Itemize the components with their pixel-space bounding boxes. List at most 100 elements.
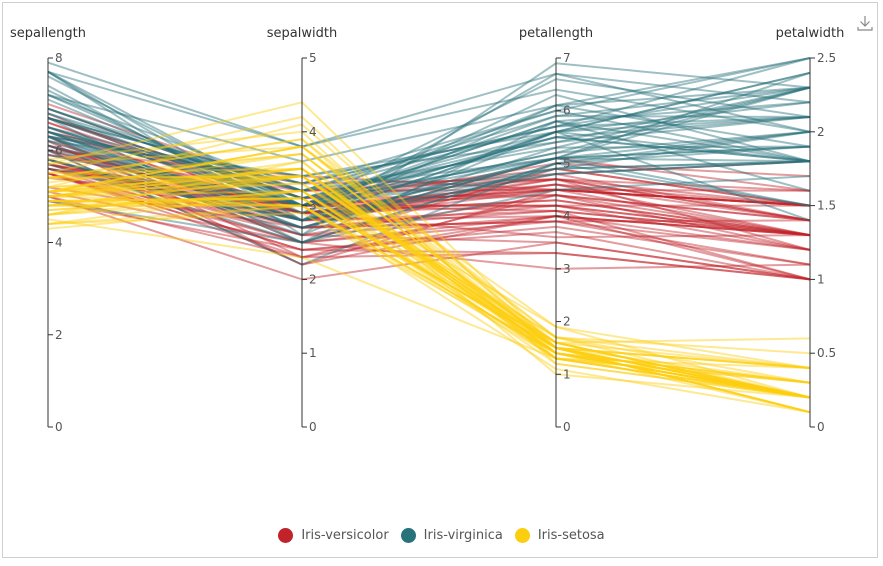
data-line[interactable] — [47, 144, 811, 222]
data-line[interactable] — [47, 70, 811, 222]
axis-petallength[interactable]: petallength 0 1 2 3 4 5 6 7 — [519, 26, 593, 434]
data-line[interactable] — [47, 145, 811, 384]
data-line[interactable] — [47, 130, 811, 215]
data-line[interactable] — [47, 175, 811, 399]
data-line[interactable] — [47, 62, 811, 237]
data-line[interactable] — [47, 107, 811, 207]
data-line[interactable] — [47, 130, 811, 200]
data-line[interactable] — [47, 123, 811, 414]
data-line[interactable] — [47, 84, 811, 222]
data-line[interactable] — [47, 145, 811, 229]
data-line[interactable] — [47, 115, 811, 399]
data-line[interactable] — [47, 126, 811, 222]
data-line[interactable] — [47, 117, 811, 222]
data-line[interactable] — [47, 218, 811, 384]
data-line[interactable] — [47, 160, 811, 399]
data-line[interactable] — [47, 189, 811, 399]
data-line[interactable] — [47, 61, 811, 148]
data-line[interactable] — [47, 98, 811, 207]
data-line[interactable] — [47, 195, 811, 399]
data-line[interactable] — [47, 182, 811, 399]
data-line[interactable] — [47, 149, 811, 192]
data-line[interactable] — [47, 135, 811, 259]
data-line[interactable] — [47, 130, 811, 207]
data-line[interactable] — [47, 167, 811, 266]
data-line[interactable] — [47, 103, 811, 222]
data-line[interactable] — [47, 195, 811, 281]
data-line[interactable] — [47, 138, 811, 369]
data-line[interactable] — [47, 138, 811, 369]
data-line[interactable] — [48, 204, 811, 414]
data-line[interactable] — [47, 145, 811, 384]
data-line[interactable] — [47, 135, 811, 244]
data-line[interactable] — [47, 101, 811, 222]
data-line[interactable] — [47, 57, 811, 185]
data-line[interactable] — [47, 135, 811, 229]
data-line[interactable] — [47, 167, 811, 384]
data-line[interactable] — [47, 172, 811, 251]
data-line[interactable] — [47, 197, 811, 399]
data-line[interactable] — [47, 197, 811, 414]
data-line[interactable] — [47, 149, 811, 229]
data-line[interactable] — [47, 89, 811, 215]
data-line[interactable] — [47, 200, 811, 399]
data-line[interactable] — [47, 204, 811, 399]
data-line[interactable] — [47, 200, 811, 281]
data-line[interactable] — [47, 130, 811, 229]
data-line[interactable] — [47, 130, 811, 222]
data-line[interactable] — [47, 75, 811, 207]
data-line[interactable] — [47, 149, 811, 207]
download-icon[interactable] — [856, 14, 874, 32]
data-line[interactable] — [47, 167, 811, 237]
data-line[interactable] — [47, 149, 811, 281]
data-line[interactable] — [47, 182, 811, 355]
data-line[interactable] — [47, 197, 811, 414]
data-line[interactable] — [47, 197, 811, 399]
data-line[interactable] — [47, 149, 811, 266]
legend-item-iris-virginica[interactable]: Iris-virginica — [400, 528, 503, 543]
data-line[interactable] — [47, 126, 811, 192]
data-line[interactable] — [47, 86, 811, 192]
data-line[interactable] — [47, 117, 811, 244]
data-line[interactable] — [47, 158, 811, 281]
data-line[interactable] — [47, 186, 811, 229]
data-line[interactable] — [47, 126, 811, 207]
data-line[interactable] — [47, 126, 811, 207]
data-line[interactable] — [47, 117, 811, 207]
data-line[interactable] — [47, 158, 811, 251]
data-line[interactable] — [47, 101, 811, 207]
data-line[interactable] — [47, 167, 811, 399]
data-line[interactable] — [47, 163, 811, 237]
data-line[interactable] — [47, 163, 811, 237]
data-line[interactable] — [47, 175, 811, 369]
data-line[interactable] — [47, 167, 811, 399]
data-line[interactable] — [47, 145, 811, 399]
data-line[interactable] — [47, 140, 811, 237]
data-line[interactable] — [47, 197, 811, 414]
data-line[interactable] — [47, 112, 811, 222]
data-line[interactable] — [47, 57, 811, 163]
data-line[interactable] — [47, 167, 811, 207]
data-line[interactable] — [47, 175, 811, 399]
data-line[interactable] — [47, 172, 811, 244]
data-line[interactable] — [47, 211, 811, 399]
data-line[interactable] — [47, 107, 811, 200]
data-line[interactable] — [47, 152, 811, 399]
data-line[interactable] — [47, 144, 811, 222]
data-line[interactable] — [47, 140, 811, 222]
data-line[interactable] — [47, 86, 811, 200]
data-line[interactable] — [47, 172, 811, 266]
data-line[interactable] — [47, 57, 811, 185]
data-line[interactable] — [47, 116, 811, 222]
data-line[interactable] — [47, 71, 811, 200]
data-line[interactable] — [47, 152, 811, 399]
data-line[interactable] — [47, 121, 811, 237]
data-line[interactable] — [47, 121, 811, 222]
data-line[interactable] — [47, 117, 811, 207]
data-line[interactable] — [47, 70, 811, 207]
axis-sepalwidth[interactable]: sepalwidth 0 1 2 3 4 5 — [267, 26, 337, 434]
axis-sepallength[interactable]: sepallength 0 2 4 6 8 — [10, 26, 86, 434]
data-line[interactable] — [47, 190, 811, 270]
data-line[interactable] — [47, 93, 811, 207]
data-line[interactable] — [47, 158, 811, 251]
